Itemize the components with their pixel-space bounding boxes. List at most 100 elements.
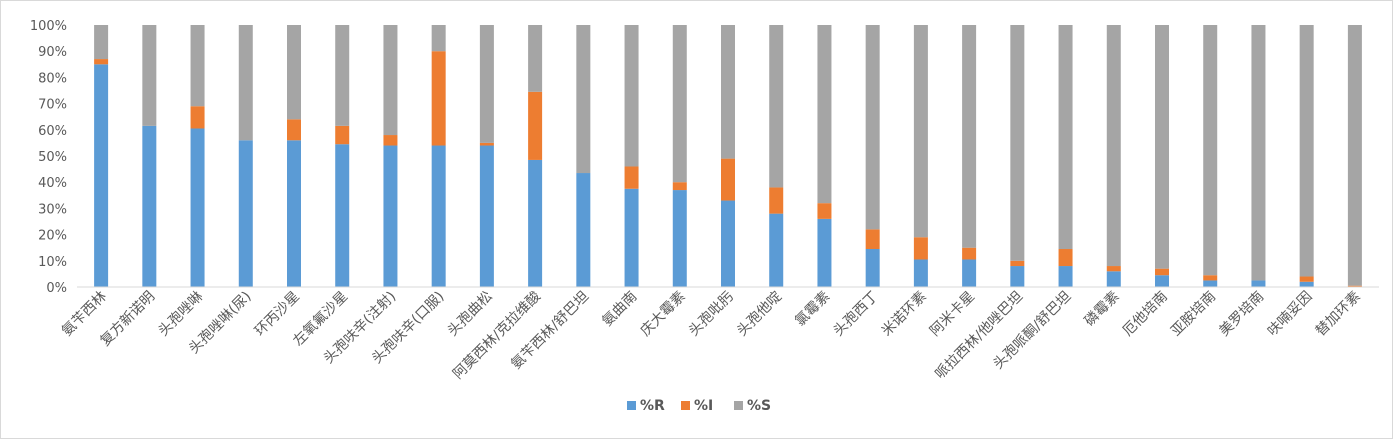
bar-segment-s	[1058, 25, 1073, 250]
bar-segment-i	[335, 125, 350, 145]
bar-segment-s	[913, 25, 928, 238]
bar-segment-r	[913, 259, 928, 287]
bar-segment-r	[817, 218, 832, 287]
y-tick-label: 60%	[38, 124, 67, 139]
bar-segment-s	[94, 25, 109, 60]
legend-swatch	[627, 401, 636, 410]
bar-segment-r	[624, 188, 639, 287]
y-tick-label: 100%	[30, 19, 67, 34]
x-category-label: 替加环素	[1313, 289, 1364, 340]
x-category-label: 厄他培南	[1120, 289, 1171, 340]
bar-segment-s	[865, 25, 880, 230]
bar-segment-i	[479, 142, 494, 146]
legend-label: %S	[747, 398, 771, 414]
bar-segment-s	[769, 25, 784, 188]
x-category-label: 头孢他啶	[734, 289, 785, 340]
bar-segment-i	[1106, 266, 1121, 272]
bar-segment-i	[1347, 285, 1362, 287]
x-category-label: 米诺环素	[879, 289, 930, 340]
bar-segment-s	[1155, 25, 1169, 269]
bar-segment-i	[94, 59, 109, 65]
y-tick-label: 70%	[38, 98, 67, 113]
y-tick-label: 20%	[38, 229, 67, 244]
bar-segment-i	[1299, 276, 1314, 282]
bar-segment-s	[672, 25, 687, 183]
x-category-label: 氨曲南	[599, 289, 640, 330]
bar-segment-i	[721, 158, 735, 201]
bar-segment-i	[383, 135, 398, 146]
bar-segment-r	[1203, 280, 1218, 287]
bar-segment-r	[479, 145, 494, 287]
bar-segment-r	[287, 140, 301, 287]
bar-segment-i	[190, 106, 205, 129]
bar-segment-i	[431, 51, 446, 146]
x-category-label: 头孢西丁	[831, 289, 882, 340]
bar-segment-r	[1155, 275, 1169, 287]
bar-segment-i	[962, 247, 977, 260]
bar-segment-r	[1299, 281, 1314, 287]
y-tick-label: 80%	[38, 71, 67, 86]
legend-swatch	[681, 401, 690, 410]
y-tick-label: 50%	[38, 150, 67, 165]
legend-swatch	[734, 401, 743, 410]
bar-segment-i	[1058, 249, 1073, 267]
bar-segment-s	[479, 25, 494, 143]
x-category-label: 呋喃妥因	[1265, 289, 1316, 340]
bar-segment-i	[1203, 275, 1218, 281]
bar-segment-i	[769, 187, 784, 214]
bar-segment-i	[624, 166, 639, 189]
bar-segment-s	[721, 25, 735, 159]
x-category-label: 氯霉素	[792, 289, 833, 330]
y-tick-label: 30%	[38, 202, 67, 217]
bar-segment-s	[1251, 25, 1266, 281]
bar-segment-i	[913, 237, 928, 260]
bar-segment-r	[1106, 271, 1121, 287]
bar-segment-s	[962, 25, 977, 248]
bar-segment-r	[238, 140, 253, 287]
y-tick-label: 10%	[38, 255, 67, 270]
bar-segment-i	[865, 229, 880, 250]
x-category-label: 庆大霉素	[638, 289, 689, 340]
bar-segment-r	[1010, 266, 1025, 287]
bar-segment-r	[142, 125, 157, 288]
bar-segment-r	[769, 213, 784, 287]
bar-segment-s	[576, 25, 591, 174]
x-category-label: 头孢吡肟	[686, 289, 737, 340]
bar-segment-r	[865, 249, 880, 287]
bar-segment-i	[528, 91, 543, 160]
y-tick-label: 40%	[38, 176, 67, 191]
bar-segment-i	[1010, 260, 1025, 267]
x-category-label: 亚胺培南	[1168, 289, 1219, 340]
bar-segment-i	[672, 182, 687, 191]
bar-segment-s	[624, 25, 639, 167]
y-tick-label: 90%	[38, 45, 67, 60]
x-category-label: 哌拉西林/他唑巴坦	[932, 288, 1027, 383]
y-tick-label: 0%	[46, 281, 67, 296]
bar-segment-r	[962, 259, 977, 287]
legend-label: %I	[694, 398, 713, 414]
x-category-label: 磷霉素	[1082, 289, 1123, 330]
bar-segment-i	[287, 119, 301, 141]
bar-segment-r	[335, 144, 350, 287]
bar-segment-s	[335, 25, 350, 126]
bar-segment-s	[287, 25, 301, 120]
legend-label: %R	[640, 398, 665, 414]
bar-segment-i	[1155, 268, 1169, 276]
bar-segment-s	[1347, 25, 1362, 286]
bar-segment-r	[672, 190, 687, 287]
bar-segment-s	[1203, 25, 1218, 276]
bar-segment-r	[1251, 280, 1266, 287]
bar-segment-s	[1299, 25, 1314, 277]
bar-segment-r	[383, 145, 398, 287]
bar-segment-s	[1106, 25, 1121, 267]
bar-segment-r	[431, 145, 446, 287]
bar-segment-s	[190, 25, 205, 107]
bar-segment-s	[431, 25, 446, 52]
bar-segment-r	[1058, 266, 1073, 287]
bar-segment-r	[190, 128, 205, 287]
bar-segment-s	[528, 25, 543, 92]
bar-segment-i	[817, 203, 832, 219]
bar-segment-s	[383, 25, 398, 136]
